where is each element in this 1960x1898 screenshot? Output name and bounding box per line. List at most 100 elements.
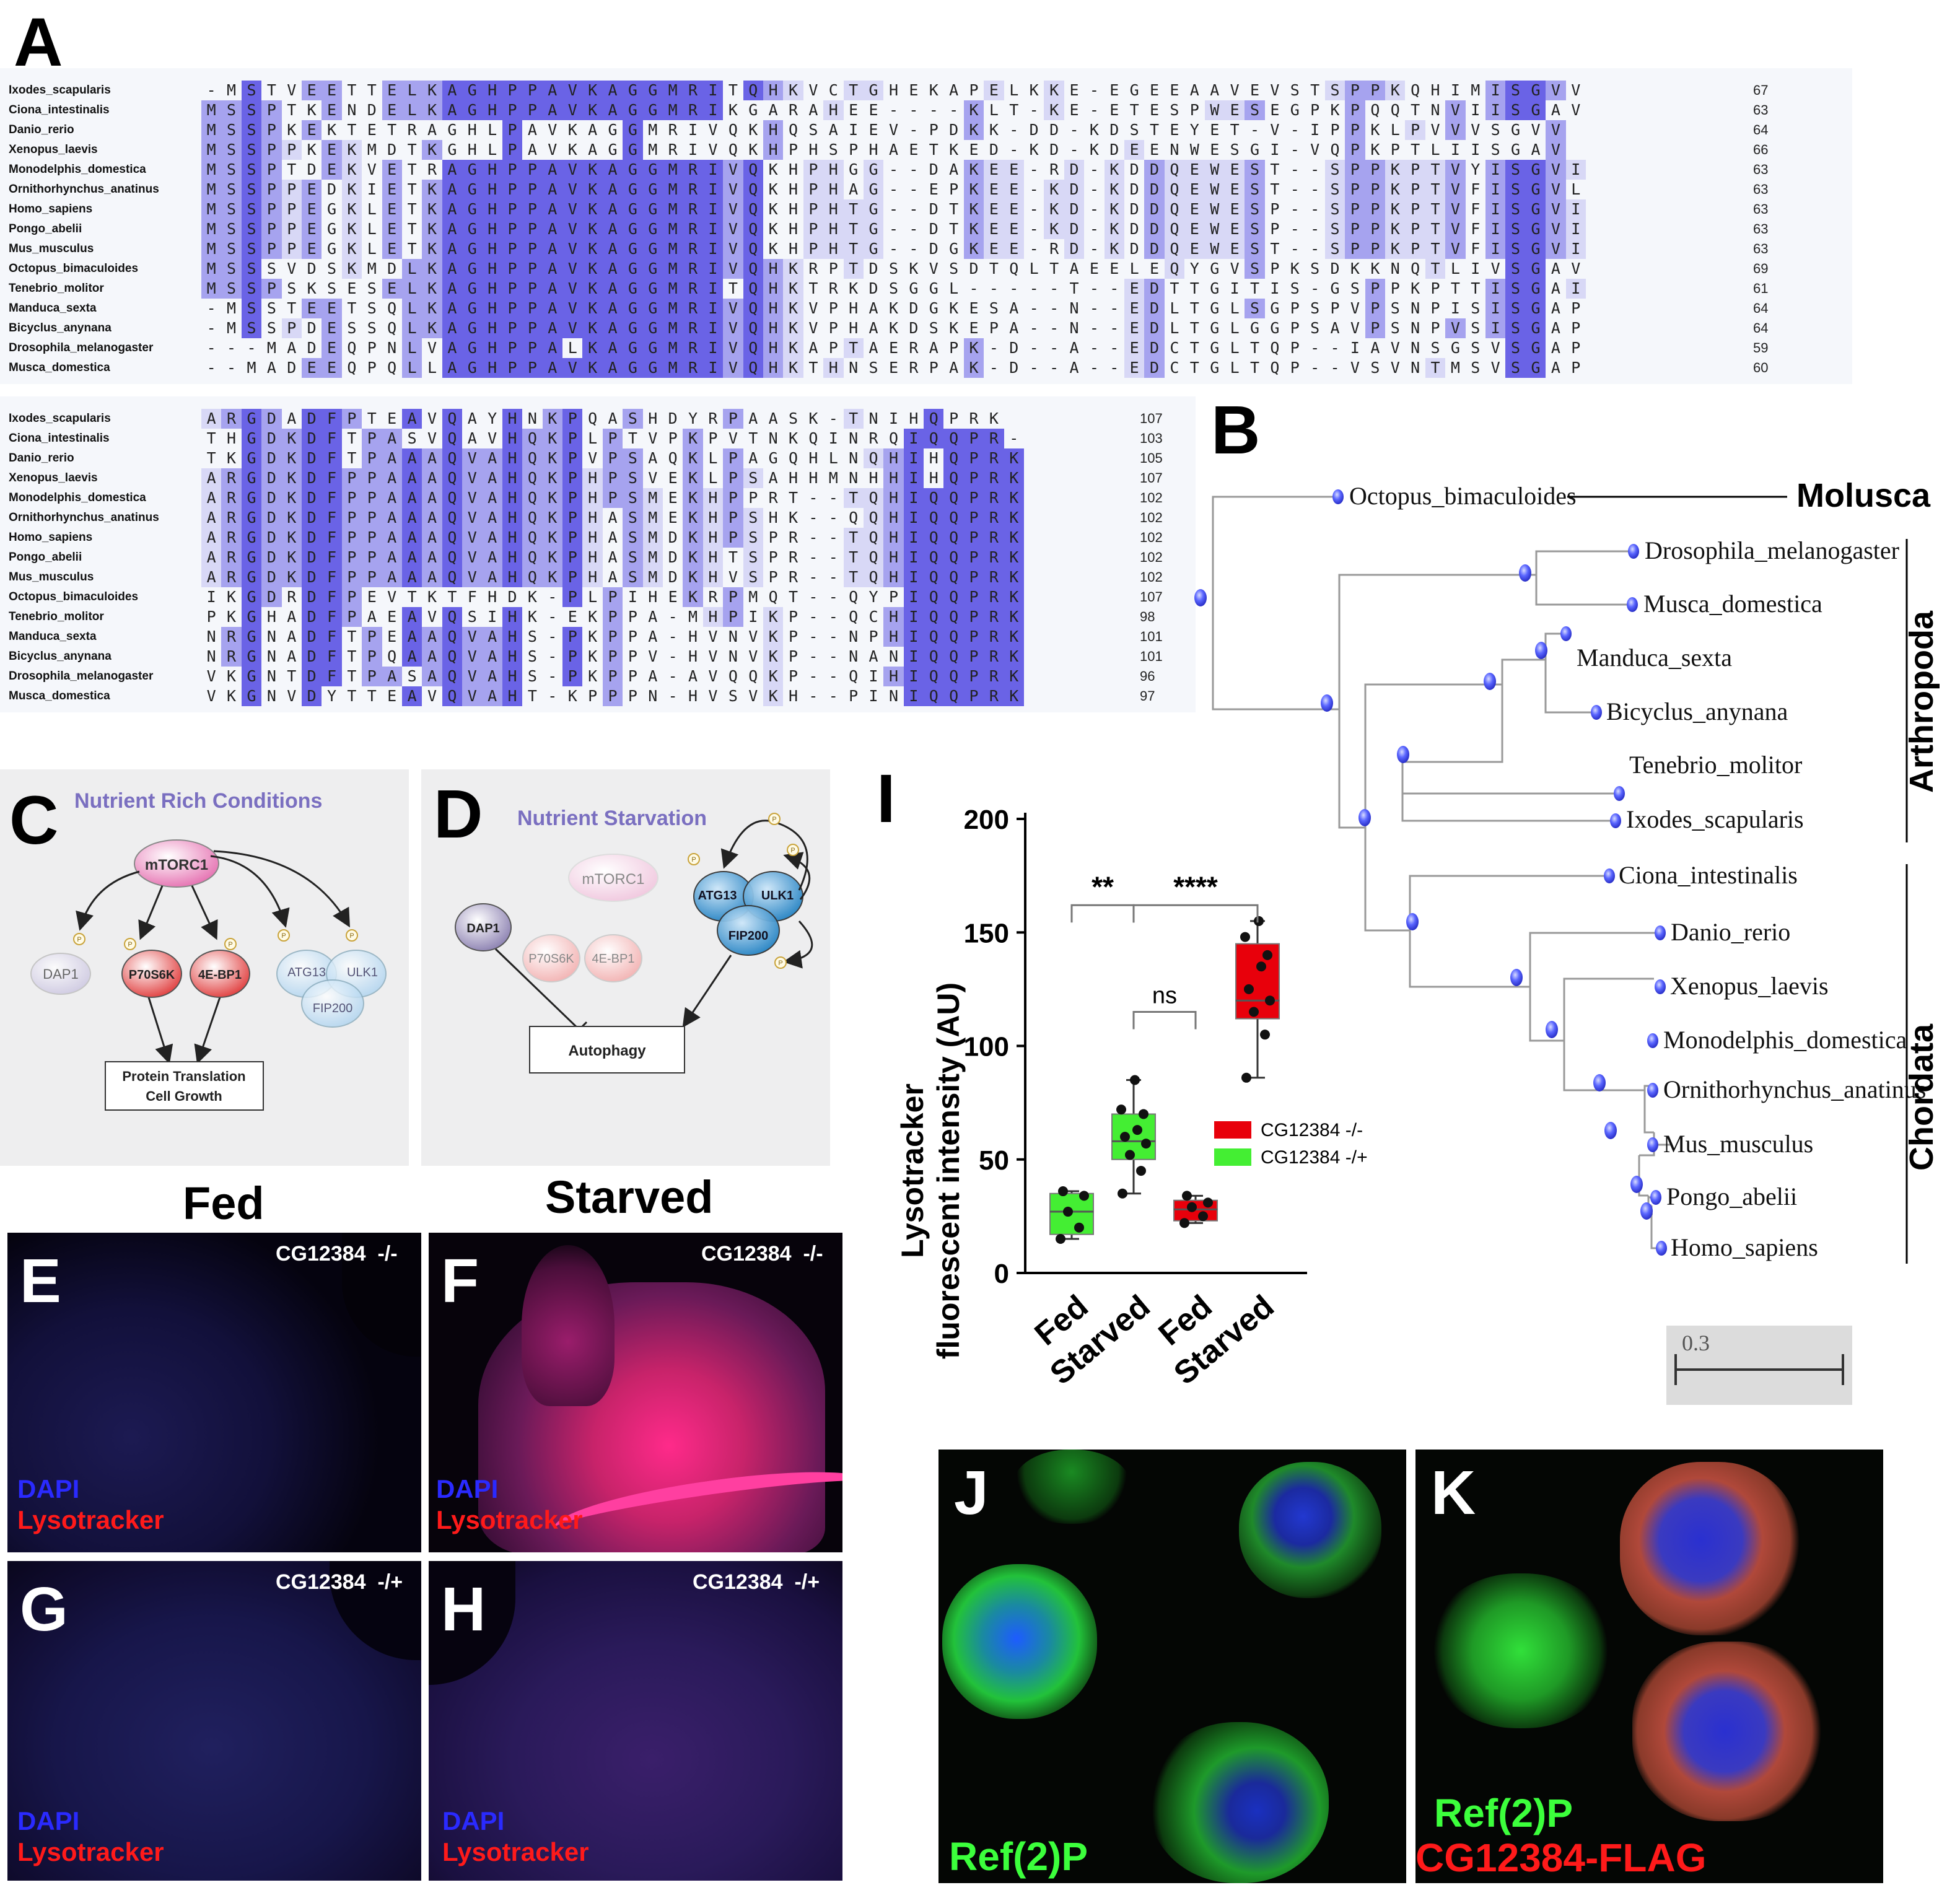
svg-text:P: P: [281, 932, 286, 940]
residue-count: 64: [1753, 122, 1769, 138]
dapi-label-g: DAPI: [17, 1806, 80, 1835]
taxon-label: Homo_sapiens: [1671, 1233, 1818, 1261]
p70s6k-label: P70S6K: [129, 968, 175, 982]
species-name: Monodelphis_domestica: [9, 163, 146, 176]
data-point: [1241, 1072, 1251, 1083]
svg-text:P: P: [349, 932, 354, 940]
alignment-row: Bicyclus_anynana N R G N A D F T P Q A A Q V A H S - P K P P V -…: [0, 647, 1196, 667]
scale-bar-box: [1666, 1326, 1852, 1405]
species-name: Ixodes_scapularis: [9, 412, 111, 425]
svg-text:P: P: [772, 816, 776, 823]
lysotracker-label-e: Lysotracker: [17, 1505, 164, 1534]
dap1-label: DAP1: [43, 966, 78, 982]
alignment-row: Drosophila_melanogaster V K G N T D F T P A S A Q V A H S…: [0, 667, 1196, 686]
taxon-label: Musca_domestica: [1643, 590, 1822, 618]
data-point: [1260, 1030, 1270, 1040]
residue-count: 102: [1140, 569, 1163, 585]
group-label-arthropoda: Arthropoda: [1903, 610, 1940, 793]
alignment-row: Manduca_sexta N R G N A D F T P E A A Q V A H S - P K P P A - H V N…: [0, 627, 1196, 647]
species-name: Danio_rerio: [9, 452, 74, 465]
tree-labels: Octopus_bimaculoides Drosophila_melanoga…: [1349, 482, 1926, 1261]
data-point: [1182, 1191, 1192, 1201]
taxon-label: Ixodes_scapularis: [1626, 805, 1804, 833]
alignment-row: Homo_sapiens M S S P P E G K L E T K A G H P P A V K A G G M R I V Q…: [0, 199, 1852, 219]
outcome-protein-translation: Protein Translation: [122, 1069, 245, 1084]
species-name: Manduca_sexta: [9, 630, 97, 643]
dapi-label-e: DAPI: [17, 1474, 80, 1503]
panel-label-i: I: [877, 761, 896, 837]
alignment-row: Xenopus_laevis A R G D K D F P P A A A Q V A H Q K P H P S V E K L…: [0, 468, 1196, 488]
data-point: [1079, 1191, 1089, 1201]
taxon-label: Ornithorhynchus_anatinus: [1663, 1075, 1926, 1103]
taxon-label: Bicyclus_anynana: [1606, 698, 1788, 725]
data-point: [1141, 1139, 1151, 1149]
genotype-label-e: CG12384 -/-: [276, 1242, 398, 1266]
dapi-label-h: DAPI: [442, 1806, 505, 1835]
data-point: [1139, 1109, 1148, 1119]
panel-label-b: B: [1211, 392, 1261, 468]
alignment-row: Octopus_bimaculoides M S S S V D S K M D L K A G H P P A V K…: [0, 259, 1852, 279]
species-name: Xenopus_laevis: [9, 471, 98, 484]
data-point: [1187, 1202, 1197, 1212]
data-point: [1116, 1104, 1126, 1115]
taxon-label: Xenopus_laevis: [1670, 972, 1829, 1000]
residue-count: 102: [1140, 510, 1163, 525]
alignment-row: Musca_domestica V K G N V D Y T T E A V Q V A H T - K P P P N - H…: [0, 686, 1196, 706]
taxon-label: Tenebrio_molitor: [1629, 751, 1802, 779]
genotype-label-h: CG12384 -/+: [693, 1570, 820, 1594]
ulk1-label: ULK1: [761, 889, 794, 903]
svg-text:P: P: [128, 941, 132, 948]
data-point: [1249, 1007, 1259, 1017]
species-name: Pongo_abelii: [9, 222, 82, 235]
p70s6k-label: P70S6K: [528, 952, 574, 966]
species-name: Bicyclus_anynana: [9, 321, 112, 335]
image-f: [429, 1233, 842, 1552]
data-point: [1254, 916, 1264, 926]
data-point: [1203, 1197, 1213, 1208]
alignment-row: Mus_musculus A R G D K D F P P A A A Q V A H Q K P H A S M D K H V S…: [0, 567, 1196, 587]
legend-label: CG12384 -/+: [1261, 1147, 1368, 1168]
svg-text:P: P: [228, 941, 232, 948]
species-name: Homo_sapiens: [9, 203, 93, 216]
panel-label-g: G: [20, 1575, 68, 1644]
residue-count: 103: [1140, 431, 1163, 446]
fip200-label: FIP200: [313, 1002, 352, 1015]
data-point: [1074, 1222, 1084, 1233]
alignment-row: Ornithorhynchus_anatinus M S S P P E D K I E T K A G H P…: [0, 180, 1852, 199]
significance-bracket: [1132, 904, 1259, 923]
y-tick-label: 150: [964, 918, 1009, 948]
data-point: [1120, 1132, 1130, 1142]
ulk1-label: ULK1: [347, 966, 378, 979]
significance-label: ****: [1173, 870, 1218, 903]
residue-count: 101: [1140, 629, 1163, 644]
column-header-fed: Fed: [183, 1178, 265, 1229]
alignment-row: Homo_sapiens A R G D K D F P P A A A Q V A H Q K P H A S M D K H P S…: [0, 528, 1196, 548]
image-h: [429, 1561, 842, 1881]
flag-label-k: CG12384-FLAG: [1415, 1835, 1707, 1880]
panel-label-k: K: [1431, 1458, 1476, 1528]
panel-label-c: C: [9, 782, 59, 859]
svg-text:P: P: [790, 847, 795, 854]
residue-count: 69: [1753, 261, 1769, 276]
residue-count: 102: [1140, 549, 1163, 565]
data-point: [1058, 1186, 1068, 1197]
dapi-label-f: DAPI: [436, 1474, 499, 1503]
phylogenetic-tree: Octopus_bimaculoides Drosophila_melanoga…: [1194, 477, 1940, 1405]
alignment-row: Octopus_bimaculoides I K G D R D F P E V T K T F H D K - P L…: [0, 587, 1196, 607]
alignment-row: Ornithorhynchus_anatinus A R G D K D F P P A A A Q V A H…: [0, 508, 1196, 528]
data-point: [1132, 1125, 1142, 1135]
species-name: Monodelphis_domestica: [9, 491, 146, 504]
atg13-label: ATG13: [287, 966, 326, 979]
image-g: [7, 1561, 421, 1881]
species-name: Xenopus_laevis: [9, 143, 98, 156]
